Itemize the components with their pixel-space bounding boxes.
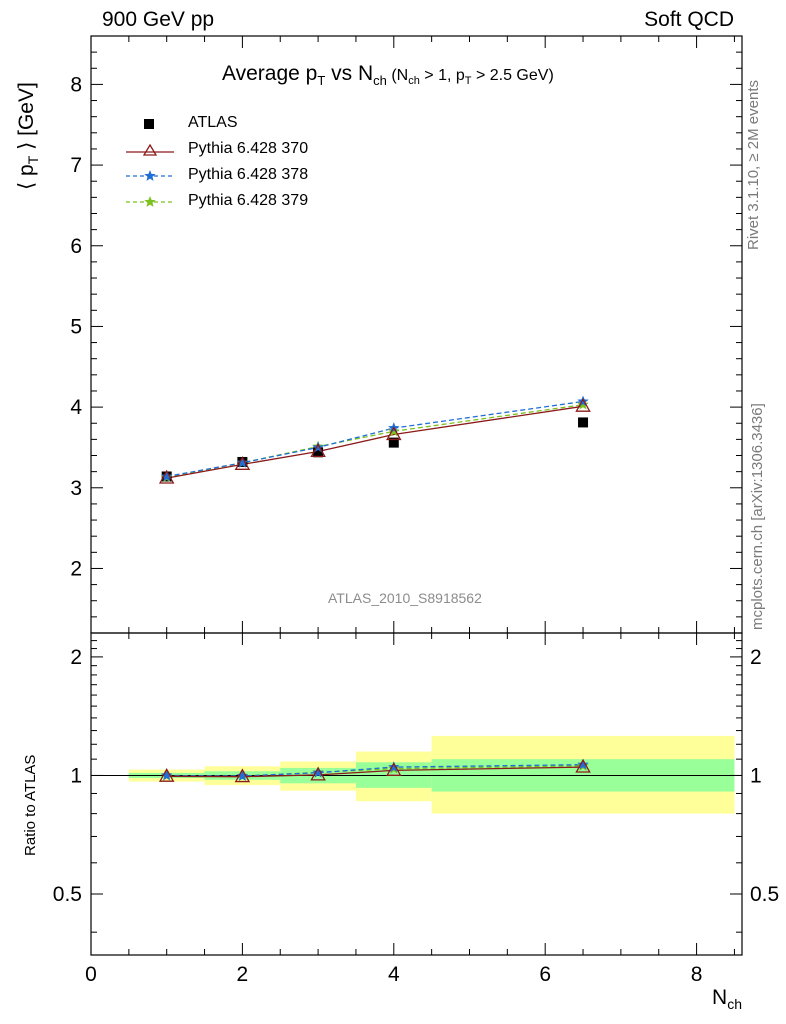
main-y-tick-label: 2: [70, 557, 82, 580]
legend-marker-p379: [126, 196, 174, 207]
axis-tick-labels: 2 3 4 5 6 7 8 0.5 0.5 1 1 2 2 0 2 4 6 8: [53, 73, 779, 986]
x-tick-label: 8: [691, 963, 703, 986]
ratio-marker-series-1: [577, 758, 589, 770]
ratio-marker-series-0: [386, 762, 402, 776]
ratio-line-series-1: [166, 764, 584, 777]
ratio-marker-series-0: [310, 766, 326, 781]
main-y-tick-label: 7: [70, 154, 82, 177]
axis-ticks: [90, 35, 742, 955]
process-label: Soft QCD: [644, 8, 734, 31]
main-marker-series-1: [575, 397, 591, 412]
main-marker-series-2: [236, 456, 249, 468]
collision-label: 900 GeV pp: [102, 8, 215, 31]
legend-marker-p370: [126, 143, 174, 156]
chart-title: Average pT vs Nch (Nch > 1, pT > 2.5 GeV…: [222, 62, 554, 89]
plot-frames: [90, 35, 743, 956]
x-tick-label: 2: [237, 963, 249, 986]
ratio-series-markers: [158, 758, 591, 783]
ratio-y-tick-label-left: 0.5: [53, 883, 82, 906]
main-marker-series-3: [388, 425, 400, 437]
main-marker-series-1: [234, 456, 251, 470]
ratio-marker-series-1: [388, 761, 400, 772]
main-marker-series-1: [158, 469, 175, 484]
main-y-tick-label: 6: [70, 235, 82, 258]
analysis-id-label: ATLAS_2010_S8918562: [328, 590, 482, 606]
main-line-series-1: [166, 405, 584, 479]
legend-marker-p378: [126, 170, 174, 181]
ratio-marker-series-0: [575, 758, 591, 773]
legend-label-p370: Pythia 6.428 370: [188, 140, 309, 157]
ratio-marker-series-0: [234, 768, 251, 783]
ratio-panel-frame: [90, 632, 743, 956]
ratio-y-axis-label: Ratio to ATLAS: [22, 754, 39, 856]
x-tick-label: 4: [388, 963, 400, 986]
legend-label-atlas: ATLAS: [188, 114, 238, 131]
ratio-marker-series-1: [236, 770, 249, 781]
atlas-data-point: [578, 417, 589, 428]
main-marker-series-1: [386, 426, 402, 441]
x-axis-label: Nch: [712, 986, 742, 1013]
main-series-markers: [158, 395, 591, 484]
atlas-data-point: [313, 447, 324, 458]
ratio-y-tick-label-right: 2: [750, 646, 762, 669]
main-y-tick-label: 3: [70, 477, 82, 500]
main-marker-series-1: [310, 443, 326, 458]
main-y-tick-label: 5: [70, 315, 82, 338]
rivet-version-label: Rivet 3.1.10, ≥ 2M events: [745, 80, 762, 250]
ratio-marker-series-1: [312, 766, 324, 778]
main-y-tick-label: 8: [70, 73, 82, 96]
legend-label-p378: Pythia 6.428 378: [188, 166, 309, 183]
main-marker-series-2: [161, 470, 173, 482]
ratio-y-tick-label-right: 1: [750, 764, 762, 787]
legend-marker-atlas: [144, 119, 154, 129]
main-y-axis-label: ⟨ pT ⟩ [GeV]: [15, 82, 42, 190]
mcplots-label: mcplots.cern.ch [arXiv:1306.3436]: [749, 403, 766, 630]
main-marker-series-2: [312, 441, 324, 453]
main-series-lines: [166, 400, 584, 479]
ratio-y-tick-label-left: 2: [70, 646, 82, 669]
legend-label-p379: Pythia 6.428 379: [188, 192, 309, 209]
x-tick-label: 6: [539, 963, 551, 986]
x-tick-label: 0: [85, 963, 97, 986]
main-y-tick-label: 4: [70, 396, 82, 419]
ratio-uncertainty-bands: [91, 735, 742, 814]
ratio-marker-series-0: [158, 767, 175, 782]
ratio-y-tick-label-right: 0.5: [750, 883, 779, 906]
ratio-y-tick-label-left: 1: [70, 764, 82, 787]
ratio-marker-series-1: [161, 769, 173, 781]
atlas-data-point: [388, 437, 399, 448]
